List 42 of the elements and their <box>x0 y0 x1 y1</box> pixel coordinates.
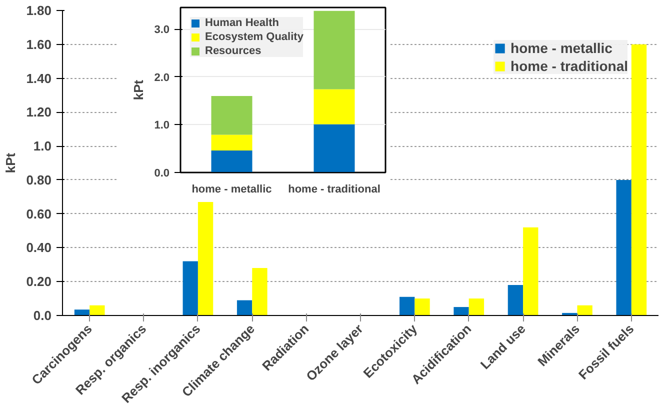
legend-label: home - metallic <box>510 40 612 56</box>
legend-label: home - traditional <box>510 58 628 74</box>
legend-label: Resources <box>205 45 262 57</box>
y-tick-label: 0.80 <box>26 172 52 188</box>
y-tick-label: 0.60 <box>26 206 52 222</box>
y-tick-label: 0.0 <box>33 308 52 323</box>
legend-label: Human Health <box>205 17 279 29</box>
y-tick-label: 0.20 <box>26 274 52 290</box>
y-tick-label: 1.40 <box>26 70 52 86</box>
y-tick-label: 1.60 <box>26 36 52 52</box>
bar <box>468 298 484 316</box>
y-tick-label: 3.0 <box>154 24 170 36</box>
bar <box>252 268 268 316</box>
bar <box>198 202 214 316</box>
bar <box>182 261 198 316</box>
bar <box>90 305 105 316</box>
bar <box>314 10 355 90</box>
bar <box>314 89 355 124</box>
y-tick-label: 0.0 <box>154 168 170 180</box>
bar <box>523 227 538 316</box>
y-tick-label: 1.80 <box>26 3 52 18</box>
y-axis-title: kPt <box>131 79 146 100</box>
bar <box>414 298 430 316</box>
y-tick-label: 1.0 <box>154 120 170 132</box>
y-tick-label: 1.0 <box>33 138 52 154</box>
y-axis-title: kPt <box>3 152 18 174</box>
bar <box>616 180 632 316</box>
bar <box>74 310 90 316</box>
legend-label: Ecosystem Quality <box>205 31 304 43</box>
bar <box>631 44 647 316</box>
bar <box>211 96 252 135</box>
bar <box>211 134 252 150</box>
bar <box>211 150 252 172</box>
y-tick-label: 1.20 <box>26 104 52 120</box>
bar <box>400 296 415 316</box>
bar <box>314 124 355 172</box>
bar <box>577 305 592 316</box>
y-tick-label: 2.0 <box>154 72 170 84</box>
bar <box>236 300 252 316</box>
bar <box>508 285 524 316</box>
bar <box>454 307 469 316</box>
y-tick-label: 0.40 <box>26 240 52 256</box>
